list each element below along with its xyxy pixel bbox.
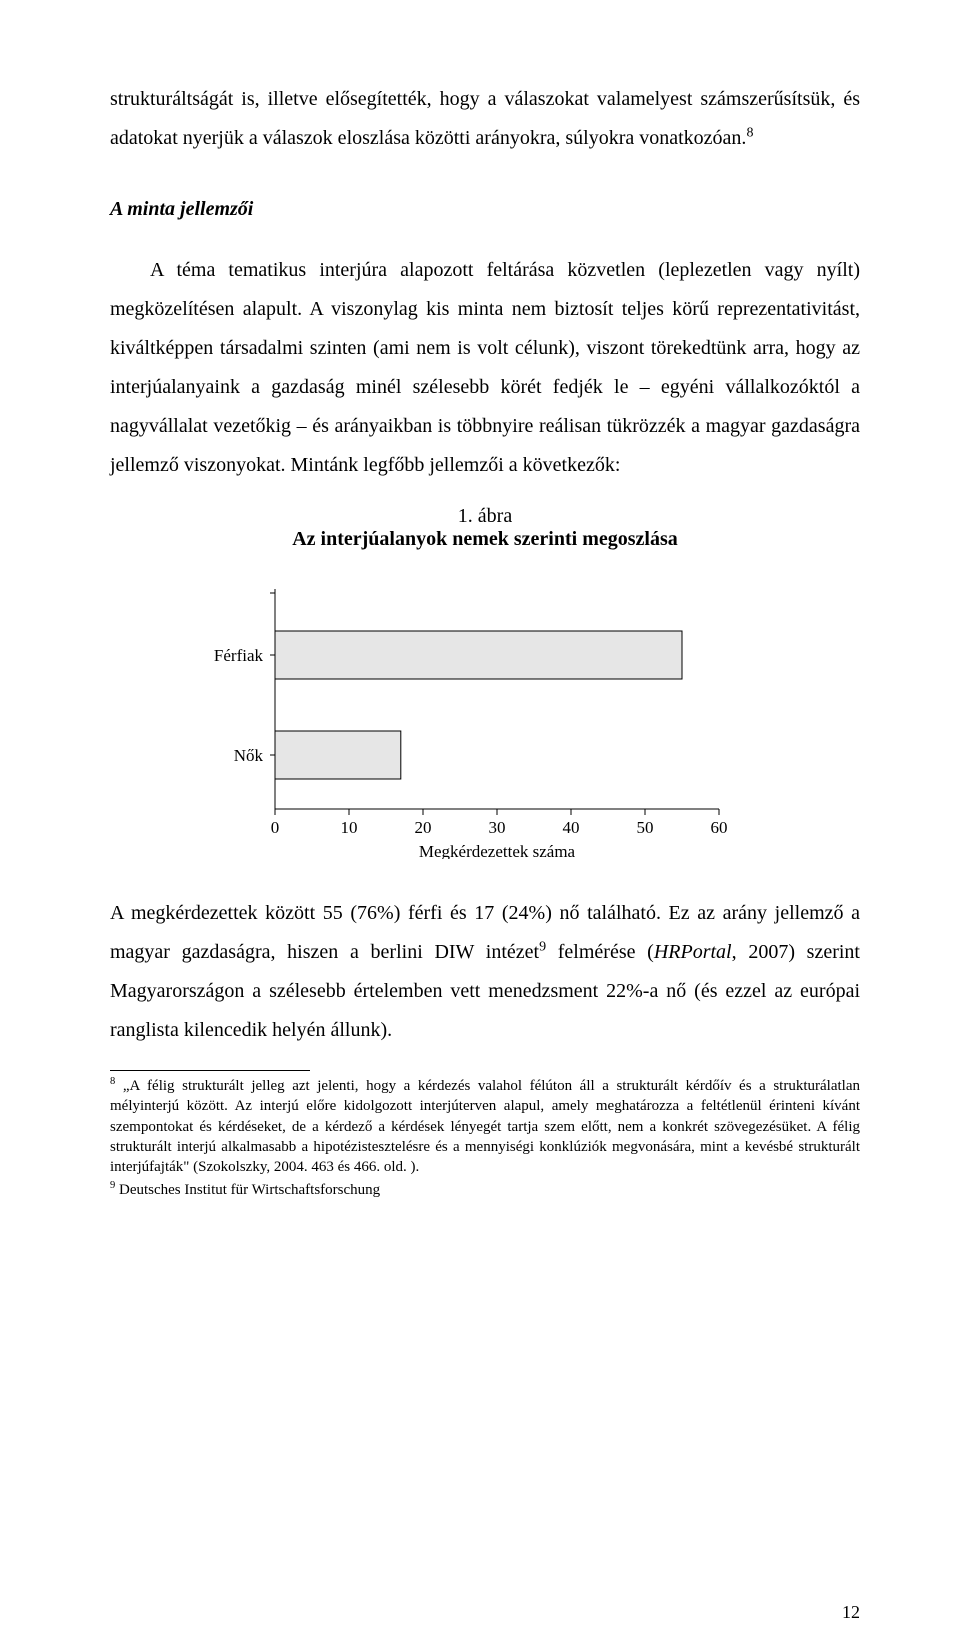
svg-text:30: 30 bbox=[489, 818, 506, 837]
paragraph-3: A megkérdezettek között 55 (76%) férfi é… bbox=[110, 894, 860, 1050]
footnote-ref-8: 8 bbox=[746, 125, 753, 140]
paragraph-2: A téma tematikus interjúra alapozott fel… bbox=[110, 251, 860, 485]
page-number: 12 bbox=[842, 1602, 860, 1623]
paragraph-3-b-italic: HRPortal bbox=[654, 941, 732, 963]
page: strukturáltságát is, illetve elősegített… bbox=[0, 0, 960, 1648]
svg-text:60: 60 bbox=[711, 818, 728, 837]
footnote-8-text: „A félig strukturált jelleg azt jelenti,… bbox=[110, 1078, 860, 1175]
svg-text:20: 20 bbox=[415, 818, 432, 837]
paragraph-3-b-prefix: felmérése ( bbox=[546, 941, 654, 963]
section-heading: A minta jellemzői bbox=[110, 198, 860, 221]
svg-text:Férfiak: Férfiak bbox=[214, 646, 264, 665]
footnote-rule bbox=[110, 1070, 310, 1071]
svg-text:0: 0 bbox=[271, 818, 280, 837]
svg-text:Nők: Nők bbox=[234, 746, 264, 765]
svg-text:40: 40 bbox=[563, 818, 580, 837]
chart-svg: Férfiak Nők 0 10 20 30 40 50 60 Megkérdezettek sz… bbox=[205, 569, 765, 859]
footnote-ref-9: 9 bbox=[539, 939, 546, 954]
footnote-9-text: Deutsches Institut für Wirtschaftsforsch… bbox=[115, 1182, 380, 1198]
svg-text:50: 50 bbox=[637, 818, 654, 837]
figure-title: Az interjúalanyok nemek szerinti megoszl… bbox=[110, 528, 860, 551]
svg-text:10: 10 bbox=[341, 818, 358, 837]
gender-distribution-chart: Férfiak Nők 0 10 20 30 40 50 60 Megkérdezettek sz… bbox=[205, 569, 765, 864]
paragraph-1: strukturáltságát is, illetve elősegített… bbox=[110, 80, 860, 158]
footnote-9: 9 Deutsches Institut für Wirtschaftsfors… bbox=[110, 1179, 860, 1200]
footnote-8: 8 „A félig strukturált jelleg azt jelent… bbox=[110, 1075, 860, 1177]
svg-text:Megkérdezettek száma: Megkérdezettek száma bbox=[419, 842, 576, 859]
figure-number: 1. ábra bbox=[110, 505, 860, 528]
footnotes: 8 „A félig strukturált jelleg azt jelent… bbox=[110, 1070, 860, 1201]
